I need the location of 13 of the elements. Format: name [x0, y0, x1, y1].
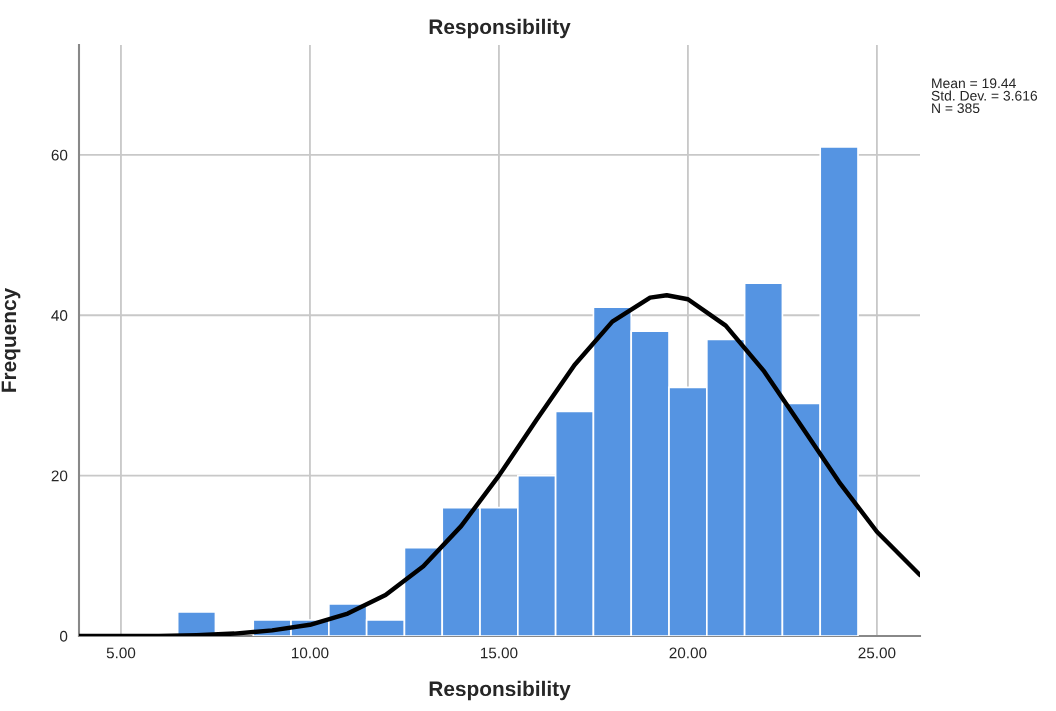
x-tick-label: 15.00 [480, 647, 518, 659]
x-tick-label: 20.00 [669, 647, 707, 659]
x-tick-label: 25.00 [858, 647, 896, 659]
x-tick-label: 10.00 [292, 647, 329, 659]
y-tick-label: 20 [51, 470, 68, 482]
y-tick-label: 0 [59, 630, 68, 642]
y-tick-label: 40 [51, 310, 68, 321]
x-axis-title: Responsibility [429, 680, 571, 701]
y-axis-title: Frequency [1, 287, 21, 392]
y-tick-label: 60 [51, 149, 68, 161]
chart-title: Responsibility [429, 18, 571, 39]
x-tick-label: 5.00 [106, 647, 136, 659]
text: Mean = 19.44 Std. Dev. = 3.616 N = 385 [931, 78, 1038, 114]
